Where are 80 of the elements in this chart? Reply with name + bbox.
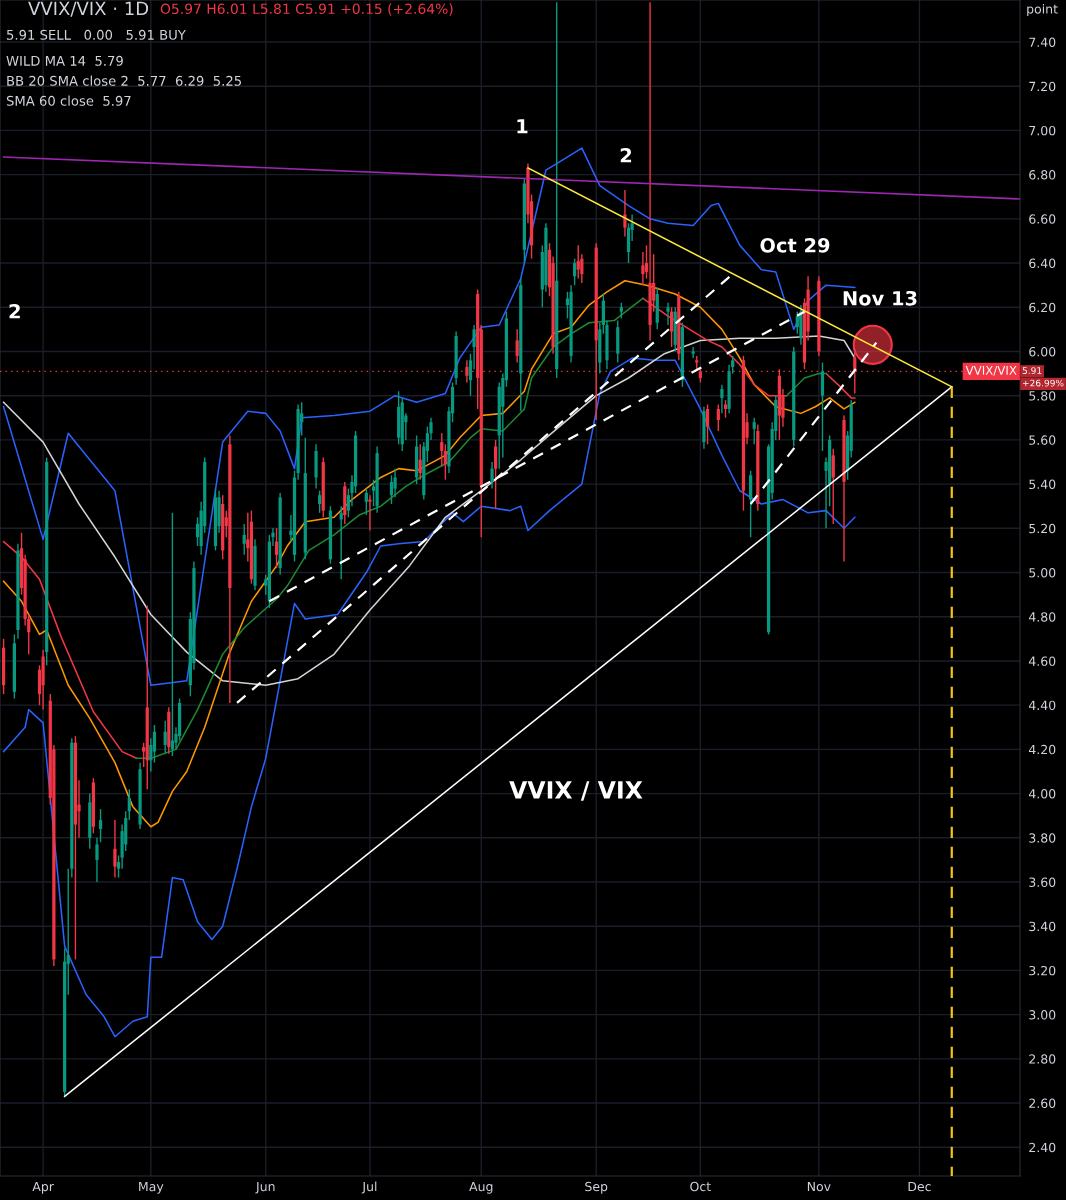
candlestick (720, 383, 724, 415)
y-tick-label: 4.20 (1028, 744, 1056, 755)
y-tick-label: 5.60 (1029, 435, 1056, 445)
candlestick (490, 461, 494, 490)
candlestick (318, 490, 322, 514)
annotation: 2 (620, 147, 632, 163)
y-tick-label: 3.20 (1029, 965, 1056, 976)
y-tick-label: 2.40 (1029, 1142, 1056, 1153)
y-tick-label: 6.00 (1029, 346, 1056, 357)
x-tick-label: Apr (32, 1181, 54, 1194)
candlestick (465, 359, 469, 384)
candlestick (113, 819, 117, 879)
annotation: Oct 29 (760, 237, 830, 253)
candlestick (573, 257, 577, 286)
text: +26.99% (1023, 379, 1064, 387)
candlestick (364, 487, 368, 516)
y-tick-label: 6.40 (1029, 258, 1056, 268)
candlestick (705, 403, 710, 446)
candlestick (163, 719, 167, 755)
y-axis-title: point (1027, 3, 1058, 17)
candlestick (670, 306, 674, 348)
y-tick-label: 5.00 (1029, 568, 1056, 578)
candlestick (494, 439, 498, 510)
line-series (2, 357, 856, 1038)
y-tick-label: 2.60 (1029, 1098, 1056, 1108)
candlestick (440, 432, 444, 468)
x-tick-label: Nov (807, 1181, 831, 1192)
candlestick (831, 448, 835, 525)
y-tick-label: 5.40 (1029, 479, 1056, 490)
annotation: Nov 13 (843, 290, 917, 306)
y-tick-label: 6.60 (1029, 214, 1056, 224)
candlestick (368, 494, 372, 532)
chart-subtitle: O5.97 H6.01 L5.81 C5.91 +0.15 (+2.64%) (160, 3, 453, 16)
candlestick (443, 443, 447, 481)
annotation: SMA 60 close 5.97 (6, 95, 131, 106)
candlestick (752, 417, 756, 446)
y-tick-label: 3.00 (1029, 1010, 1056, 1020)
candlestick (691, 346, 695, 359)
y-tick-label: 7.40 (1029, 37, 1056, 47)
candlestick (418, 443, 422, 481)
annotation: BB 20 SMA close 2 5.77 6.29 5.25 (7, 75, 241, 86)
candlestick (623, 189, 627, 238)
annotation: 2 (9, 303, 20, 319)
y-tick-label: 4.80 (1028, 612, 1056, 622)
candlestick (716, 403, 720, 432)
line-series (2, 335, 856, 687)
candlestick (576, 244, 580, 280)
y-tick-label: 3.80 (1029, 833, 1056, 843)
x-tick-label: Oct (690, 1181, 711, 1192)
y-tick-label: 5.20 (1029, 523, 1056, 534)
annotation: 5.91 SELL 0.00 5.91 BUY (7, 29, 186, 40)
y-tick-label: 3.40 (1029, 921, 1056, 932)
candlestick (515, 328, 519, 364)
y-tick-label: 6.20 (1029, 302, 1056, 313)
y-tick-label: 4.60 (1028, 656, 1056, 666)
candlestick (242, 523, 246, 556)
x-tick-label: Aug (469, 1181, 493, 1194)
candlestick (98, 808, 103, 843)
candlestick (666, 302, 670, 326)
y-tick-label: 7.20 (1029, 81, 1056, 92)
y-tick-label: 5.80 (1029, 391, 1056, 401)
x-tick-label: Sep (585, 1181, 608, 1194)
y-tick-label: 2.80 (1029, 1054, 1056, 1064)
x-tick-label: May (139, 1181, 164, 1194)
y-tick-label: 7.00 (1029, 125, 1056, 136)
candlestick (95, 837, 99, 883)
y-tick-label: 4.40 (1028, 700, 1056, 711)
y-tick-label: 4.00 (1028, 789, 1056, 799)
ref-line-label: VVIX/VIX (965, 366, 1017, 376)
x-tick-label: Jun (255, 1181, 275, 1194)
text: 5.91 (1022, 367, 1042, 374)
x-tick-label: Jul (361, 1181, 377, 1194)
annotation: WILD MA 14 5.79 (6, 55, 123, 66)
annotation: 1 (517, 119, 528, 134)
y-tick-label: 6.80 (1029, 170, 1056, 180)
annotation: VVIX / VIX (509, 781, 643, 801)
chart-title: VVIX/VIX · 1D (28, 1, 149, 17)
candlestick (127, 788, 131, 821)
y-tick-label: 3.60 (1029, 877, 1056, 887)
x-tick-label: Dec (908, 1181, 931, 1192)
